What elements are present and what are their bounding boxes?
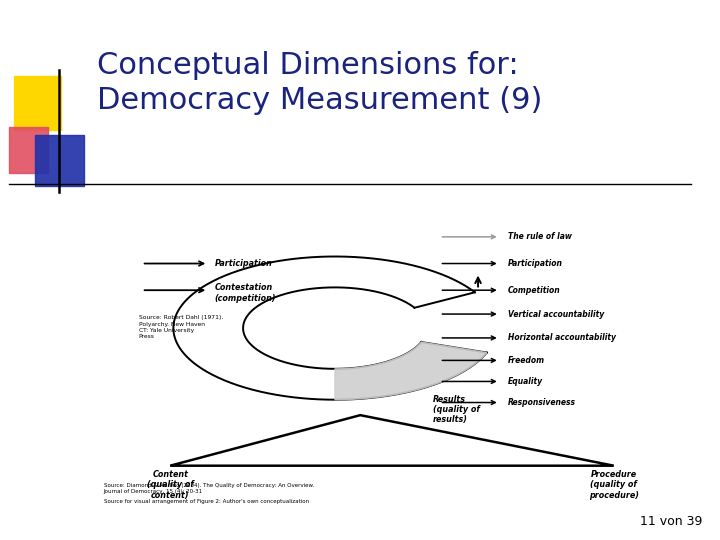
Text: Source: Robert Dahl (1971).
Polyarchy. New Haven
CT: Yale University
Press: Source: Robert Dahl (1971). Polyarchy. N…: [138, 315, 222, 339]
Text: Horizontal accountability: Horizontal accountability: [508, 333, 616, 342]
Text: Responsiveness: Responsiveness: [508, 398, 576, 407]
Polygon shape: [335, 342, 487, 400]
Text: Content
(quality of
content): Content (quality of content): [147, 470, 194, 500]
Text: Procedure
(quality of
procedure): Procedure (quality of procedure): [589, 470, 639, 500]
Text: 11 von 39: 11 von 39: [639, 515, 702, 528]
Text: Contestation
(competition): Contestation (competition): [215, 283, 276, 303]
Text: Source: Diamond & Morlino (2004). The Quality of Democracy: An Overview.
Journal: Source: Diamond & Morlino (2004). The Qu…: [104, 483, 314, 494]
Text: Vertical accountability: Vertical accountability: [508, 309, 604, 319]
Text: The rule of law: The rule of law: [508, 232, 572, 241]
Text: Conceptual Dimensions for:
Democracy Measurement (9): Conceptual Dimensions for: Democracy Mea…: [97, 51, 543, 115]
Text: Participation: Participation: [215, 259, 272, 268]
Text: Results
(quality of
results): Results (quality of results): [433, 395, 480, 424]
Text: Equality: Equality: [508, 377, 543, 386]
Text: Source for visual arrangement of Figure 2: Author's own conceptualization: Source for visual arrangement of Figure …: [104, 500, 309, 504]
Text: Freedom: Freedom: [508, 356, 545, 365]
Text: Competition: Competition: [508, 286, 561, 295]
Text: Participation: Participation: [508, 259, 563, 268]
